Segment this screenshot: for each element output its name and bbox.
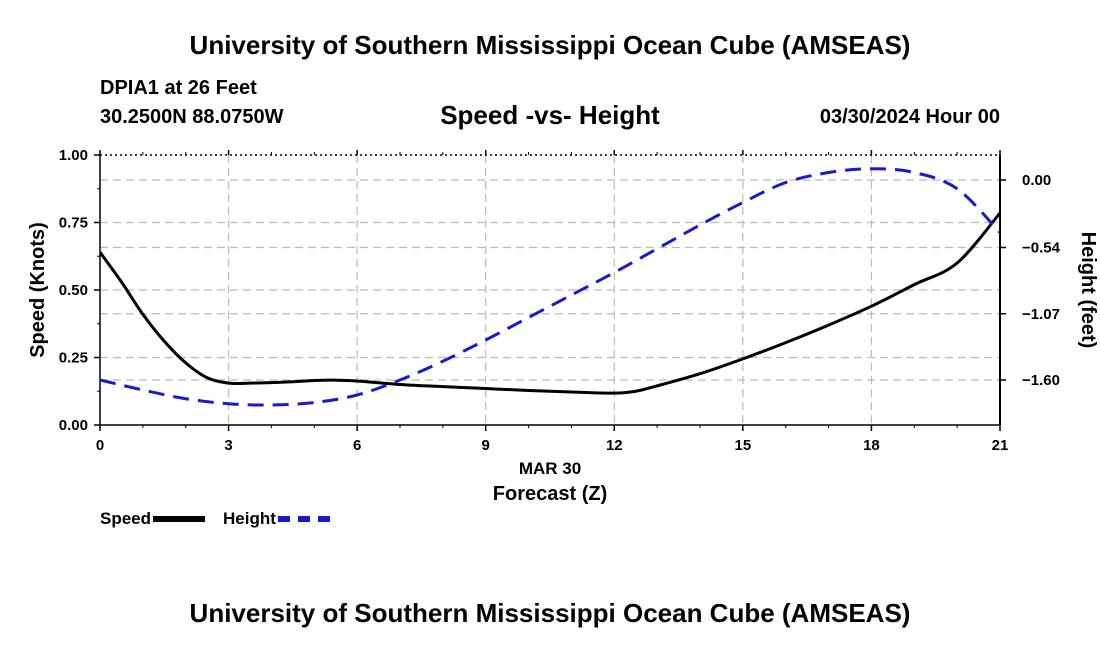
legend-speed-swatch	[153, 516, 206, 522]
y2-tick-label: −1.07	[1022, 306, 1060, 323]
station-label: DPIA1 at 26 Feet	[100, 77, 257, 99]
x-tick-label: 0	[96, 437, 104, 454]
chart-title: University of Southern Mississippi Ocean…	[189, 30, 911, 60]
x-tick-label: 9	[482, 437, 490, 454]
x-tick-label: 18	[863, 437, 880, 454]
legend-speed: Speed	[100, 509, 206, 529]
y2-tick-label: −1.60	[1022, 372, 1060, 389]
legend-height-label: Height	[223, 509, 276, 528]
legend-height-swatch	[277, 516, 330, 522]
x-axis-date-label: MAR 30	[519, 459, 581, 478]
legend-height: Height	[223, 509, 330, 529]
y-tick-label: 0.75	[59, 215, 88, 232]
y2-axis-title: Height (feet)	[1077, 232, 1099, 349]
x-tick-label: 3	[224, 437, 232, 454]
speed-series-line	[100, 212, 1000, 395]
x-axis-title: Forecast (Z)	[493, 483, 607, 505]
legend: Speed Height	[100, 509, 348, 529]
x-tick-label: 12	[606, 437, 623, 454]
x-tick-label: 21	[992, 437, 1009, 454]
y2-tick-label: −0.54	[1022, 240, 1061, 257]
coordinates-label: 30.2500N 88.0750W	[100, 106, 284, 128]
y-tick-label: 0.00	[59, 417, 88, 434]
y-tick-label: 1.00	[59, 147, 88, 164]
y-tick-label: 0.50	[59, 282, 88, 299]
y2-tick-label: 0.00	[1022, 172, 1051, 189]
x-tick-label: 15	[735, 437, 752, 454]
forecast-datetime: 03/30/2024 Hour 00	[819, 106, 1000, 128]
legend-speed-label: Speed	[100, 509, 152, 528]
y-axis-title: Speed (Knots)	[27, 222, 49, 358]
x-tick-label: 6	[353, 437, 361, 454]
y-tick-label: 0.25	[59, 350, 88, 367]
chart-subtitle: Speed -vs- Height	[440, 100, 660, 130]
footer-title: University of Southern Mississippi Ocean…	[189, 598, 911, 628]
height-series-line	[100, 167, 1000, 407]
